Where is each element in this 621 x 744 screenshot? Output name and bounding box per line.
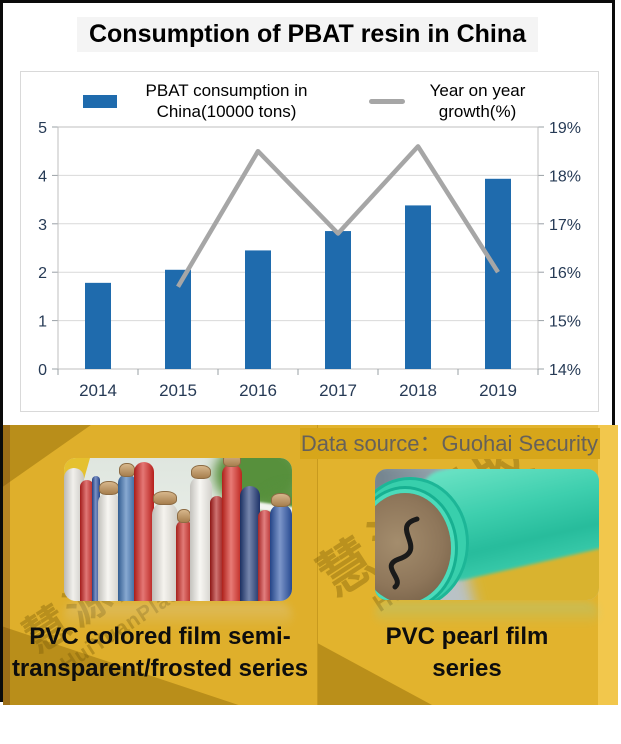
film-roll: [80, 480, 94, 601]
cardboard-core: [153, 491, 177, 505]
film-roll: [210, 496, 224, 601]
film-roll: [270, 504, 292, 601]
cardboard-core: [177, 509, 191, 523]
film-roll: [152, 502, 178, 601]
legend-item-bars: PBAT consumption in China(10000 tons): [82, 81, 323, 122]
chart-section: Consumption of PBAT resin in China PBAT …: [3, 3, 612, 425]
svg-text:2017: 2017: [319, 381, 357, 400]
cardboard-core: [271, 493, 291, 507]
film-roll: [64, 468, 84, 601]
left-photo-caption: PVC colored film semi-transparent/froste…: [11, 623, 309, 682]
film-roll: [92, 476, 100, 601]
film-roll: [98, 492, 120, 601]
cardboard-core: [375, 493, 451, 600]
photo-reflection: [64, 603, 292, 629]
title-row: Consumption of PBAT resin in China: [3, 3, 612, 52]
film-roll: [190, 476, 212, 601]
svg-text:19%: 19%: [549, 121, 581, 137]
cardboard-core: [119, 463, 135, 477]
pvc-pearl-film-photo: [375, 469, 599, 600]
svg-text:4: 4: [38, 168, 47, 185]
film-roll: [134, 462, 154, 601]
film-roll: [176, 520, 192, 601]
page-title: Consumption of PBAT resin in China: [76, 17, 539, 52]
svg-text:1: 1: [38, 314, 47, 331]
right-photo-caption: PVC pearl film series: [385, 623, 549, 682]
chart-legend: PBAT consumption in China(10000 tons) Ye…: [21, 81, 598, 122]
svg-text:15%: 15%: [549, 314, 581, 331]
bar-series-swatch: [82, 95, 117, 109]
svg-text:3: 3: [38, 217, 47, 234]
svg-text:2018: 2018: [399, 381, 437, 400]
pvc-colored-film-photo: [64, 458, 292, 601]
combo-chart: 0 14% 1 15% 2 16% 3 17% 4 18% 5 19% 2014 2015 2016 2017…: [38, 121, 581, 400]
svg-text:2019: 2019: [479, 381, 517, 400]
film-roll: [118, 474, 136, 601]
svg-text:17%: 17%: [549, 217, 581, 234]
line-series-label: Year on year growth(%): [429, 81, 526, 121]
svg-text:14%: 14%: [549, 362, 581, 379]
svg-text:0: 0: [38, 362, 47, 379]
svg-text:2: 2: [38, 265, 47, 282]
svg-text:5: 5: [38, 121, 47, 137]
film-roll: [258, 510, 272, 601]
line-series-swatch: [368, 99, 405, 105]
svg-text:18%: 18%: [549, 168, 581, 185]
marker-squiggle: [388, 516, 420, 590]
left-edge-shadow: [3, 425, 10, 705]
svg-text:16%: 16%: [549, 265, 581, 282]
bar-series-label: PBAT consumption in China(10000 tons): [145, 81, 308, 121]
legend-item-line: Year on year growth(%): [368, 81, 537, 122]
svg-text:2015: 2015: [159, 381, 197, 400]
svg-text:2014: 2014: [79, 381, 117, 400]
cardboard-core: [223, 458, 241, 467]
cardboard-core: [99, 481, 119, 495]
cardboard-core: [191, 465, 211, 479]
chart-container: PBAT consumption in China(10000 tons) Ye…: [20, 71, 599, 412]
photo-reflection: [375, 602, 599, 626]
film-roll: [240, 486, 260, 601]
infographic-frame: Consumption of PBAT resin in China PBAT …: [0, 0, 618, 705]
film-roll: [222, 464, 242, 601]
light-edge-strip: [598, 425, 618, 705]
svg-text:2016: 2016: [239, 381, 277, 400]
product-section: 慧源塑胶 HuiYuanPlastic 慧源塑胶 HuiYuanPlastic …: [3, 425, 618, 705]
data-source-label: Data source：Guohai Security: [300, 428, 600, 459]
